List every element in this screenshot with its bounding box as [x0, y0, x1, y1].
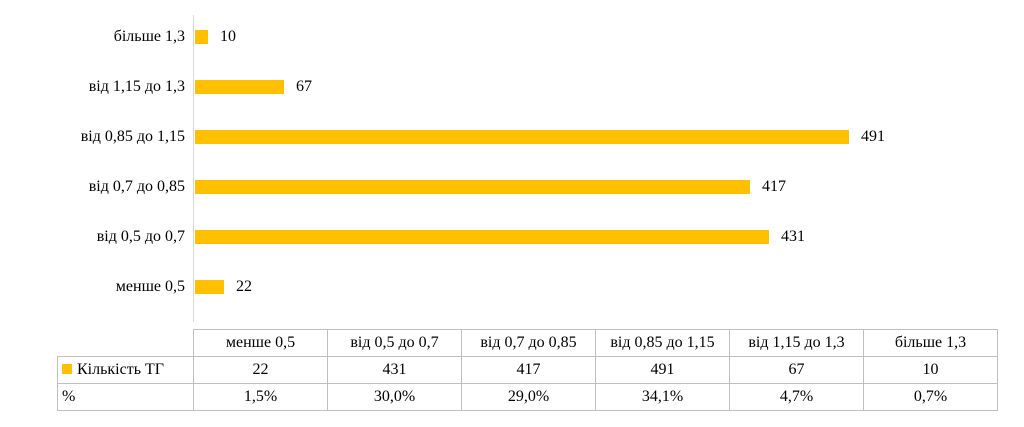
- bar-row: менше 0,5 22: [0, 262, 1024, 312]
- bar-row: від 0,5 до 0,7 431: [0, 212, 1024, 262]
- table-cell: 491: [595, 356, 730, 384]
- table-cell: 29,0%: [461, 383, 596, 411]
- table-cell: 1,5%: [193, 383, 328, 411]
- category-label: від 0,85 до 1,15: [80, 128, 185, 145]
- bar-row: від 0,7 до 0,85 417: [0, 162, 1024, 212]
- table-column-header: від 1,15 до 1,3: [729, 329, 864, 357]
- table-row-label: Кількість ТГ: [57, 356, 194, 384]
- bar-row: більше 1,3 10: [0, 12, 1024, 62]
- bar-value-label: 22: [236, 278, 252, 295]
- legend-key-icon: [62, 364, 72, 374]
- bar: [195, 130, 849, 144]
- table-column-header: менше 0,5: [193, 329, 328, 357]
- table-cell: 431: [327, 356, 462, 384]
- category-label: менше 0,5: [115, 278, 185, 295]
- table-cell: 0,7%: [863, 383, 998, 411]
- table-column-header: від 0,85 до 1,15: [595, 329, 730, 357]
- category-label: від 0,5 до 0,7: [96, 228, 185, 245]
- data-table: менше 0,5 від 0,5 до 0,7 від 0,7 до 0,85 ві…: [57, 329, 998, 411]
- bar: [195, 280, 224, 294]
- bar-value-label: 491: [861, 128, 885, 145]
- table-column-header: більше 1,3: [863, 329, 998, 357]
- bar-value-label: 67: [296, 78, 312, 95]
- table-row: % 1,5% 30,0% 29,0% 34,1% 4,7% 0,7%: [57, 383, 998, 411]
- bar-row: від 0,85 до 1,15 491: [0, 112, 1024, 162]
- table-column-header: від 0,7 до 0,85: [461, 329, 596, 357]
- table-row: Кількість ТГ 22 431 417 491 67 10: [57, 356, 998, 384]
- category-label: від 0,7 до 0,85: [88, 178, 185, 195]
- bar: [195, 180, 750, 194]
- table-body: Кількість ТГ 22 431 417 491 67 10% 1,5% 30,0% 29,…: [57, 356, 998, 411]
- table-cell: 34,1%: [595, 383, 730, 411]
- bar: [195, 30, 208, 44]
- table-row-label: %: [57, 383, 194, 411]
- bar-row: від 1,15 до 1,3 67: [0, 62, 1024, 112]
- table-column-header: від 0,5 до 0,7: [327, 329, 462, 357]
- bar: [195, 80, 284, 94]
- category-label: від 1,15 до 1,3: [88, 78, 185, 95]
- table-cell: 67: [729, 356, 864, 384]
- category-axis-line: [193, 15, 194, 322]
- table-cell: 10: [863, 356, 998, 384]
- table-cell: 4,7%: [729, 383, 864, 411]
- category-label: більше 1,3: [113, 28, 185, 45]
- table-corner-cell: [58, 330, 194, 357]
- table-cell: 417: [461, 356, 596, 384]
- bar-value-label: 417: [762, 178, 786, 195]
- table-cell: 30,0%: [327, 383, 462, 411]
- bar-value-label: 10: [220, 28, 236, 45]
- bar: [195, 230, 769, 244]
- bar-value-label: 431: [781, 228, 805, 245]
- table-header-row: менше 0,5 від 0,5 до 0,7 від 0,7 до 0,85 ві…: [58, 329, 998, 357]
- table-cell: 22: [193, 356, 328, 384]
